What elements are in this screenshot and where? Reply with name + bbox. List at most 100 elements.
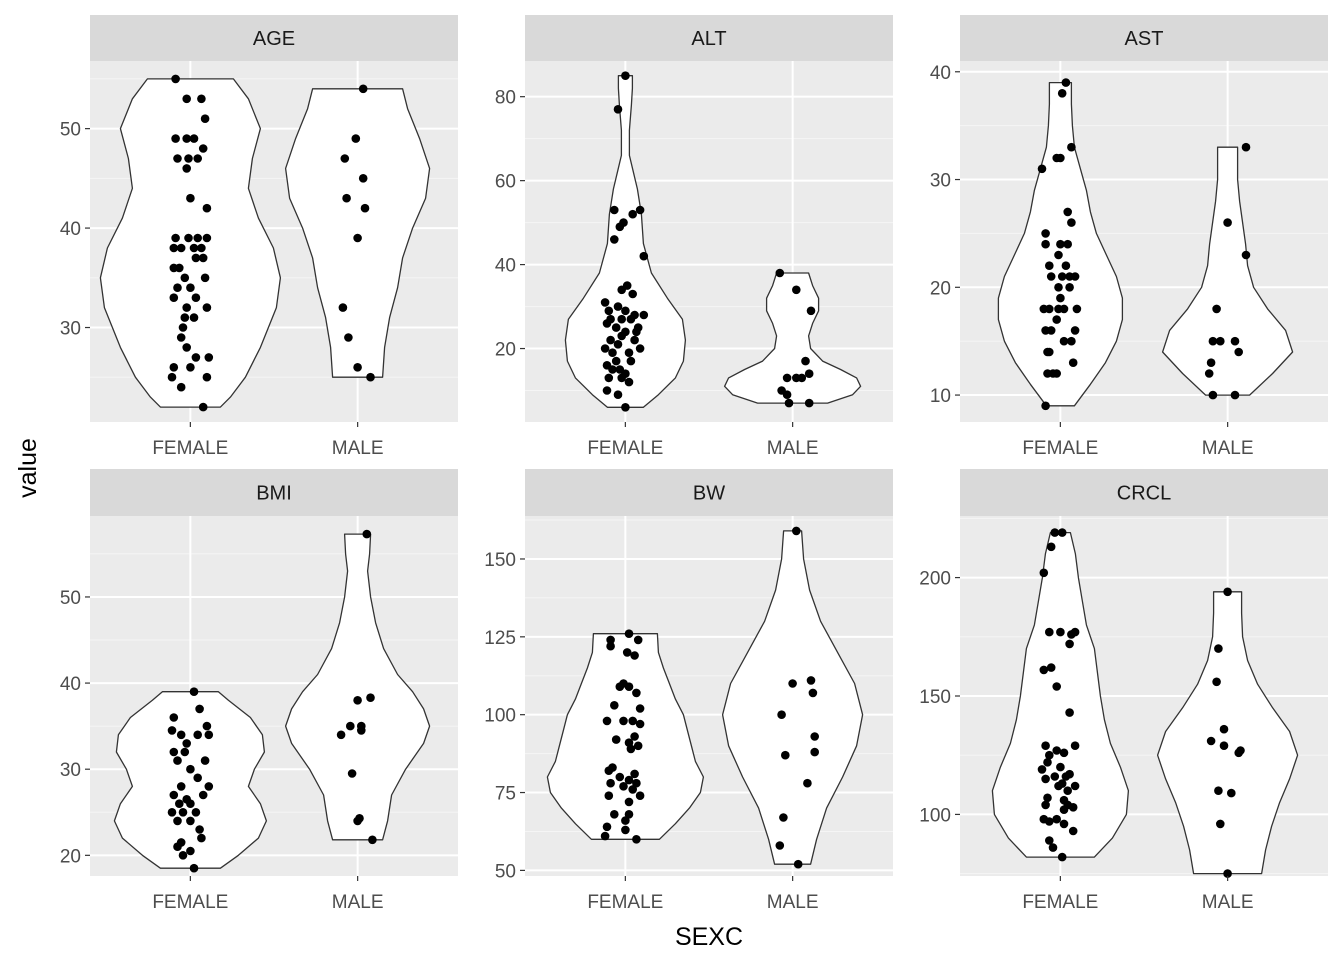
data-point (808, 688, 818, 698)
data-point (193, 773, 202, 783)
data-point (781, 750, 790, 760)
data-point (621, 306, 630, 316)
data-point (1056, 153, 1065, 163)
data-point (1050, 528, 1060, 537)
data-point (632, 778, 641, 788)
data-point (810, 732, 819, 741)
data-point (173, 283, 182, 293)
data-point (1216, 819, 1225, 829)
data-point (1063, 207, 1072, 217)
data-point (1045, 750, 1054, 760)
y-tick-label: 150 (919, 687, 951, 708)
data-point (204, 730, 214, 740)
violin-female (564, 75, 687, 408)
data-point (782, 373, 792, 383)
data-point (602, 319, 612, 328)
data-point (167, 372, 177, 382)
y-tick-label: 20 (60, 846, 81, 867)
data-point (611, 735, 621, 744)
data-point (611, 323, 621, 332)
data-point (600, 344, 610, 353)
data-point (338, 303, 348, 312)
data-point (639, 251, 649, 261)
data-point (777, 710, 786, 719)
data-point (615, 222, 625, 232)
data-point (1070, 326, 1080, 335)
data-point (806, 676, 816, 685)
x-tick-label: FEMALE (1022, 892, 1098, 913)
facet-strip-label: BW (693, 483, 725, 505)
data-point (1054, 250, 1063, 260)
data-point (171, 74, 180, 84)
data-point (342, 193, 351, 203)
data-point (1227, 788, 1236, 798)
data-point (186, 764, 195, 774)
data-point (173, 842, 182, 851)
data-point (610, 810, 619, 819)
data-point (167, 726, 177, 735)
facet-strip-label: CRCL (1117, 483, 1171, 505)
data-point (626, 314, 636, 324)
data-point (1045, 261, 1054, 271)
data-point (167, 808, 177, 817)
data-point (1214, 644, 1223, 653)
data-point (340, 154, 350, 163)
data-point (621, 403, 630, 412)
data-point (182, 343, 191, 352)
data-point (1067, 218, 1076, 227)
x-tick-label: FEMALE (152, 438, 228, 459)
y-tick-label: 40 (495, 256, 516, 277)
data-point (1219, 724, 1229, 734)
data-point (611, 356, 621, 366)
data-point (784, 398, 794, 408)
facet-panel-bw: BW 50 75 100 125 150 FEMALE MALE (484, 469, 893, 913)
data-point (197, 243, 206, 253)
facet-panel-bmi: BMI 20 30 40 50 FEMALE MALE (60, 469, 458, 913)
data-point (198, 402, 208, 412)
data-point (189, 313, 199, 322)
data-point (173, 816, 182, 826)
y-tick-label: 30 (930, 171, 951, 192)
data-point (195, 704, 204, 714)
data-point (624, 629, 634, 638)
violin-male (721, 530, 864, 865)
data-point (602, 386, 612, 395)
y-tick-label: 20 (495, 340, 516, 361)
data-point (1037, 765, 1047, 774)
data-point (782, 390, 792, 400)
data-point (353, 816, 362, 826)
data-point (1068, 826, 1078, 836)
data-point (1056, 762, 1065, 772)
facet-panel-ast: AST 10 20 30 40 FEMALE MALE (930, 15, 1328, 459)
y-tick-label: 50 (60, 588, 81, 609)
data-point (366, 693, 375, 702)
facet-panel-alt: ALT 20 40 60 80 FEMALE MALE (495, 15, 893, 459)
data-point (615, 682, 625, 691)
data-point (1041, 800, 1050, 810)
y-tick-label: 75 (495, 784, 516, 805)
y-tick-label: 10 (930, 386, 951, 407)
data-point (1241, 250, 1251, 260)
x-tick-label: MALE (332, 438, 384, 459)
data-point (171, 134, 180, 143)
data-point (1052, 369, 1061, 378)
data-point (200, 756, 210, 765)
data-point (200, 114, 210, 123)
data-point (1230, 336, 1240, 346)
data-point (606, 641, 615, 651)
data-point (793, 859, 803, 869)
data-point (176, 243, 186, 253)
data-point (1041, 741, 1050, 750)
data-point (619, 782, 628, 791)
x-tick-label: MALE (1202, 892, 1254, 913)
data-point (180, 313, 190, 322)
data-point (779, 813, 788, 822)
data-point (1216, 336, 1225, 346)
y-tick-label: 100 (919, 805, 951, 826)
facet-strip (525, 15, 893, 61)
data-point (202, 721, 212, 731)
data-point (358, 174, 368, 183)
data-point (1070, 781, 1080, 791)
data-point (626, 744, 636, 754)
data-point (1045, 627, 1054, 637)
